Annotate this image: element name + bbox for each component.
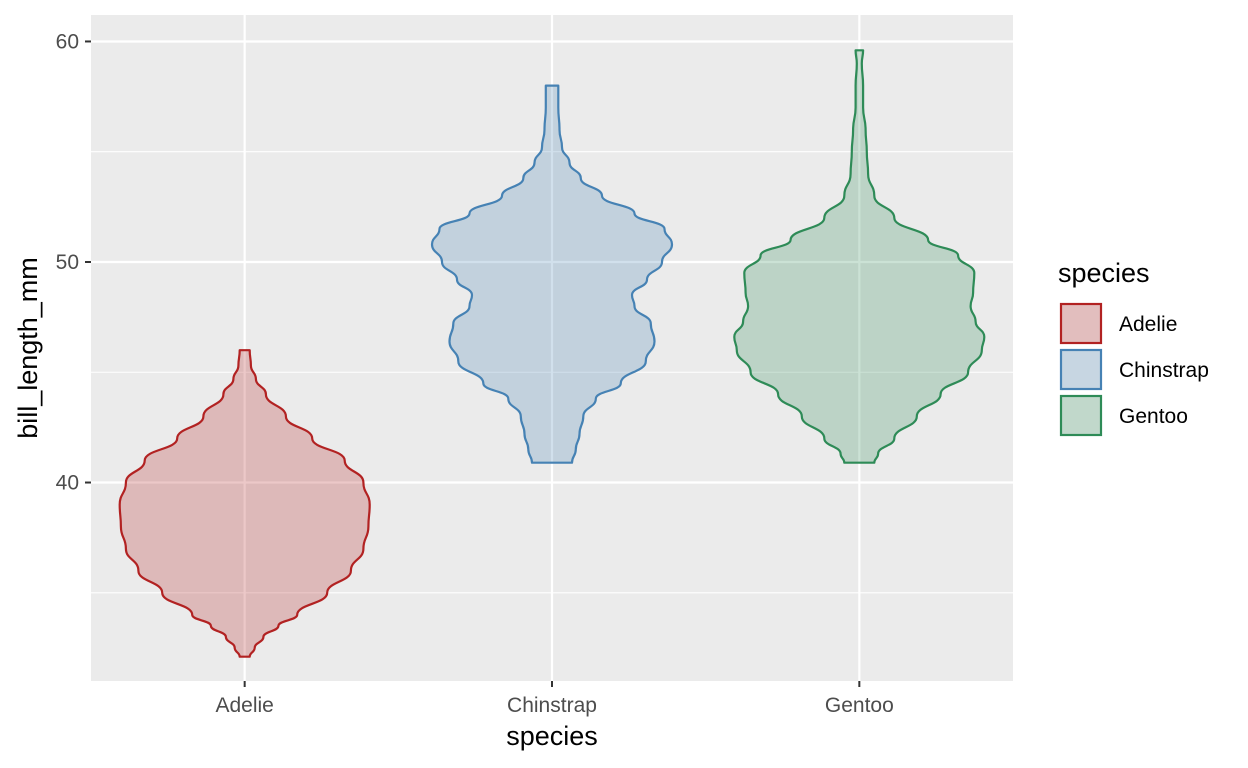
legend-swatch-chinstrap: [1059, 348, 1103, 391]
legend-key-gentoo: [1060, 395, 1102, 436]
x-axis-title: species: [506, 721, 598, 751]
legend: species Adelie Chinstrap Gentoo: [1058, 258, 1209, 437]
legend-key-adelie: [1060, 303, 1102, 344]
legend-swatch-adelie: [1059, 302, 1103, 345]
y-tick-label: 50: [56, 251, 79, 274]
grid-major: [91, 15, 1013, 681]
legend-key-chinstrap: [1060, 349, 1102, 390]
y-tick-label: 60: [56, 30, 79, 53]
legend-label-gentoo: Gentoo: [1119, 405, 1188, 428]
violins: [118, 49, 986, 658]
legend-label-chinstrap: Chinstrap: [1119, 359, 1209, 382]
violin-gentoo: [733, 49, 986, 464]
x-axis: Adelie Chinstrap Gentoo: [215, 681, 894, 717]
x-tick-label: Chinstrap: [507, 694, 597, 717]
legend-title: species: [1058, 258, 1150, 288]
legend-swatch-gentoo: [1059, 394, 1103, 437]
y-axis-title: bill_length_mm: [13, 257, 43, 439]
legend-label-adelie: Adelie: [1119, 313, 1177, 336]
violin-chinstrap: [430, 84, 674, 464]
y-axis: 40 50 60: [56, 30, 91, 495]
x-tick-label: Gentoo: [825, 694, 894, 717]
violin-adelie: [118, 349, 371, 658]
x-tick-label: Adelie: [215, 694, 273, 717]
y-tick-label: 40: [56, 472, 79, 495]
